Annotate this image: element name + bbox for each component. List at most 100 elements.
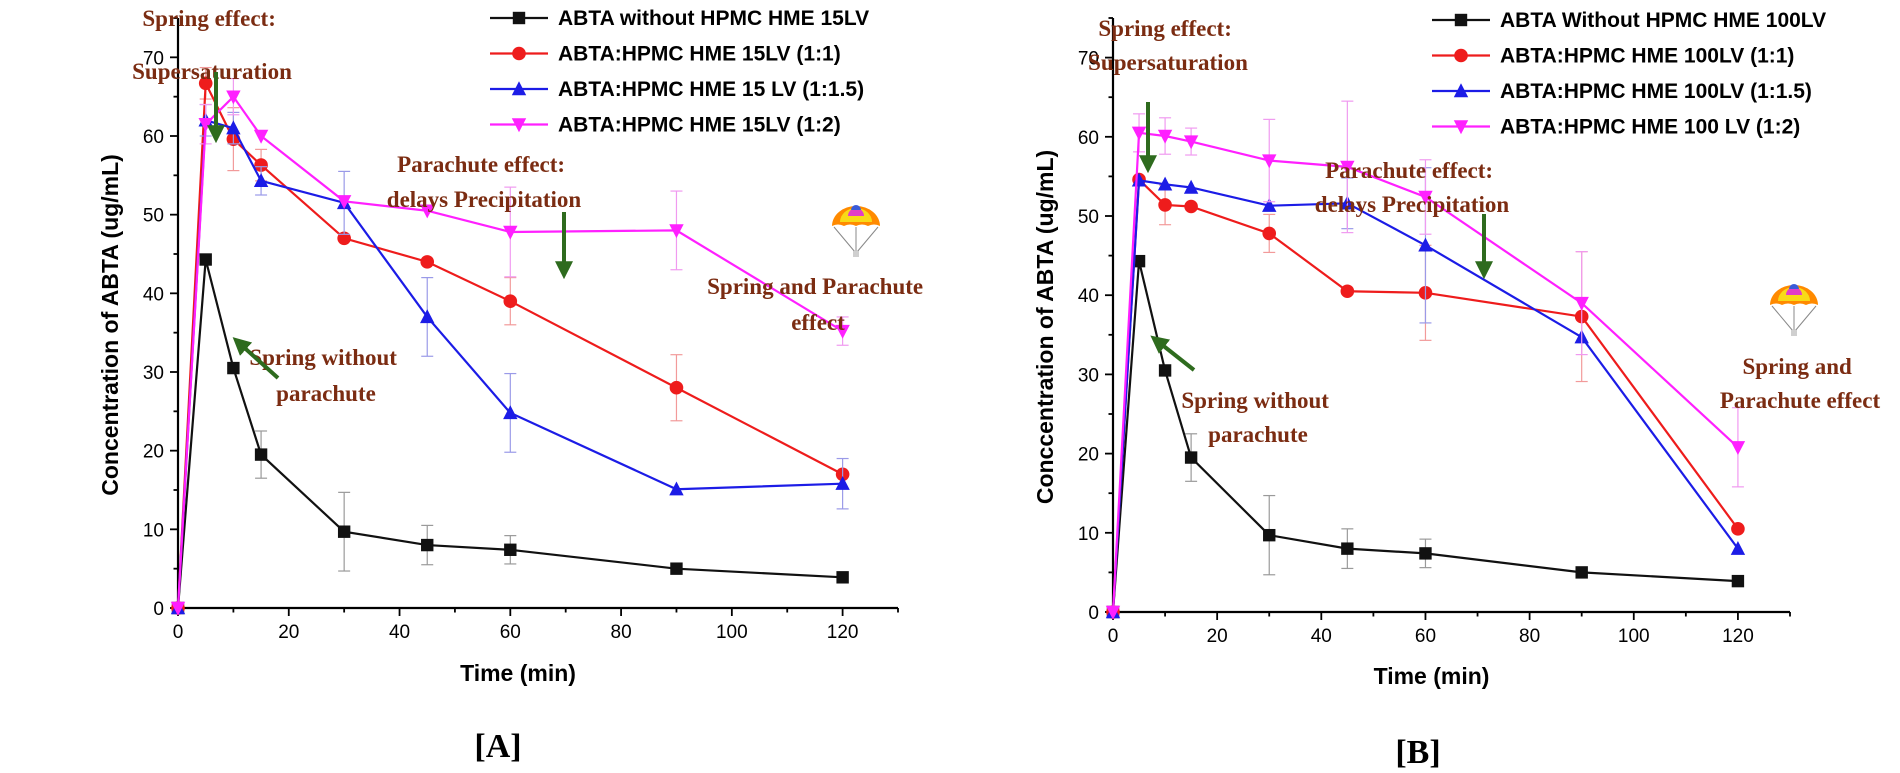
panel-a-data-point	[199, 253, 212, 266]
panel-b-annotations: Spring effect: Supersaturation Parachute…	[1088, 16, 1880, 447]
panel-b-data-point	[1731, 522, 1745, 536]
panel-a-data-point	[835, 324, 850, 339]
panel-a-x-axis-title: Time (min)	[460, 660, 576, 686]
panel-b-data-point	[1418, 190, 1433, 205]
panel-b-data-point	[1158, 198, 1172, 212]
panel-a-y-tick-label: 10	[143, 520, 164, 541]
panel-b-annotation-spring-effect: Spring effect: Supersaturation	[1088, 16, 1248, 75]
panel-a-data-point	[669, 380, 684, 395]
panel-a-data-point	[421, 538, 434, 552]
panel-a-data-point	[420, 255, 435, 269]
panel-a-data-point	[254, 448, 268, 461]
panel-b-legend-marker	[1454, 48, 1468, 63]
panel-b-x-tick-label: 120	[1722, 626, 1754, 647]
panel-b-data-point	[1730, 540, 1746, 555]
panel-b-data-point	[1340, 160, 1355, 175]
panel-a-annotation-parachute-effect: Parachute effect: delays Precipitation	[387, 152, 582, 212]
panel-a-annotation-spring-without-parachute: Spring without parachute	[249, 345, 402, 406]
panel-a-legend-label: ABTA:HPMC HME 15LV (1:2)	[558, 114, 841, 137]
panel-a-data-point	[336, 195, 352, 209]
panel-a-x-tick-label: 120	[827, 622, 859, 643]
panel-b-data-point	[1262, 154, 1277, 169]
panel-b-data-point	[1574, 296, 1589, 311]
panel-b-legend-marker	[1453, 120, 1469, 135]
panel-b-y-tick-label: 40	[1078, 286, 1099, 307]
panel-a-y-axis-title: Concentration of ABTA (ug/mL)	[97, 154, 123, 496]
panel-a-data-point	[503, 225, 518, 240]
panel-b-legend-label: ABTA:HPMC HME 100LV (1:1)	[1500, 45, 1794, 68]
panel-b-data-point	[1340, 284, 1355, 299]
panel-b-data-point	[1341, 542, 1354, 555]
panel-a-data-point	[836, 571, 849, 584]
panel-a-x-tick-label: 100	[716, 622, 748, 643]
panel-b-parachute-icon	[1770, 284, 1818, 336]
panel-b-data-point	[1132, 254, 1146, 268]
panel-b-series-1	[1106, 254, 1745, 619]
panel-b-arrow-no-parachute	[1150, 335, 1196, 372]
panel-b-y-tick-label: 50	[1078, 207, 1099, 228]
panel-a-data-point	[420, 204, 435, 219]
panel-a-data-point	[198, 118, 213, 132]
panel-a: 0 20 40 60 80 100 120 0 10 20 30 40 50 60 70 Time (min)…	[97, 6, 923, 765]
panel-b: 0 20 40 60 80 100 120 0 10 20 30 40 50 60 70 Time (min)…	[1032, 9, 1880, 771]
panel-a-data-point	[504, 543, 517, 556]
panel-a-data-point	[420, 309, 435, 324]
panel-a-data-point	[254, 158, 268, 172]
panel-a-legend-label: ABTA:HPMC HME 15 LV (1:1.5)	[558, 78, 864, 101]
panel-a-data-point	[253, 129, 269, 144]
panel-b-data-point	[1183, 179, 1199, 194]
panel-b-x-tick-label: 40	[1311, 626, 1332, 647]
panel-a-y-tick-label: 20	[143, 442, 164, 463]
panel-a-y-tick-label: 60	[143, 127, 164, 148]
panel-a-x-tick-label: 20	[278, 622, 299, 643]
panel-a-data-point	[226, 120, 241, 135]
panel-b-data-point	[1418, 237, 1433, 252]
panel-b-x-tick-label: 0	[1108, 626, 1119, 647]
panel-a-data-point	[670, 562, 683, 575]
panel-b-data-point	[1131, 126, 1147, 141]
panel-b-annotation-parachute-effect: Parachute effect: delays Precipitation	[1315, 158, 1510, 217]
panel-a-data-point	[669, 481, 684, 496]
panel-a-y-tick-label: 30	[143, 363, 164, 384]
panel-a-x-tick-label: 0	[173, 622, 184, 643]
panel-a-legend-marker	[511, 118, 527, 133]
panel-b-data-point	[1158, 364, 1172, 377]
panel-a-y-tick-label: 50	[143, 206, 164, 227]
panel-b-legend-marker	[1453, 83, 1469, 98]
panel-a-legend-marker	[512, 46, 526, 61]
panel-b-data-point	[1575, 566, 1588, 579]
panel-a-data-point	[170, 601, 186, 616]
panel-b-data-point	[1419, 547, 1432, 560]
panel-a-data-point	[503, 405, 518, 420]
panel-b-data-point	[1263, 528, 1276, 542]
panel-a-plot: 0 20 40 60 80 100 120 0 10 20 30 40 50 60 70 Time (min)…	[97, 7, 899, 686]
panel-a-legend: ABTA without HPMC HME 15LV ABTA:HPMC HME …	[490, 7, 869, 137]
panel-b-x-tick-label: 80	[1519, 626, 1540, 647]
panel-b-data-point	[1262, 198, 1277, 212]
panel-a-data-point	[198, 76, 213, 91]
panel-b-data-point	[1157, 129, 1173, 144]
panel-b-data-point	[1262, 226, 1277, 241]
panel-a-data-point	[226, 90, 241, 105]
panel-b-annotation-spring-without-parachute: Spring without parachute	[1181, 388, 1334, 447]
panel-b-x-tick-label: 60	[1415, 626, 1436, 647]
panel-b-y-tick-label: 20	[1078, 445, 1099, 466]
panel-b-legend: ABTA Without HPMC HME 100LV ABTA:HPMC HME…	[1432, 9, 1826, 139]
panel-a-data-point	[503, 294, 518, 309]
panel-b-legend-marker	[1454, 13, 1468, 27]
panel-b-annotation-spring-and-parachute: Spring and Parachute effect	[1720, 354, 1881, 413]
panel-a-data-point	[835, 476, 850, 490]
panel-a-x-tick-label: 80	[611, 622, 632, 643]
panel-b-legend-label: ABTA Without HPMC HME 100LV	[1500, 9, 1826, 32]
panel-b-data-point	[1105, 605, 1121, 620]
panel-a-annotations: Spring effect: Supersaturation Parachute…	[132, 6, 923, 406]
panel-b-plot: 0 20 40 60 80 100 120 0 10 20 30 40 50 60 70 Time (min)…	[1032, 9, 1826, 689]
panel-a-y-tick-label: 70	[143, 48, 164, 69]
panel-b-data-point	[1184, 451, 1198, 464]
panel-a-data-point	[669, 224, 684, 239]
panel-a-legend-label: ABTA without HPMC HME 15LV	[558, 7, 869, 30]
panel-a-parachute-icon	[832, 205, 880, 257]
panel-a-label: [A]	[474, 728, 521, 765]
panel-b-label: [B]	[1395, 734, 1440, 771]
